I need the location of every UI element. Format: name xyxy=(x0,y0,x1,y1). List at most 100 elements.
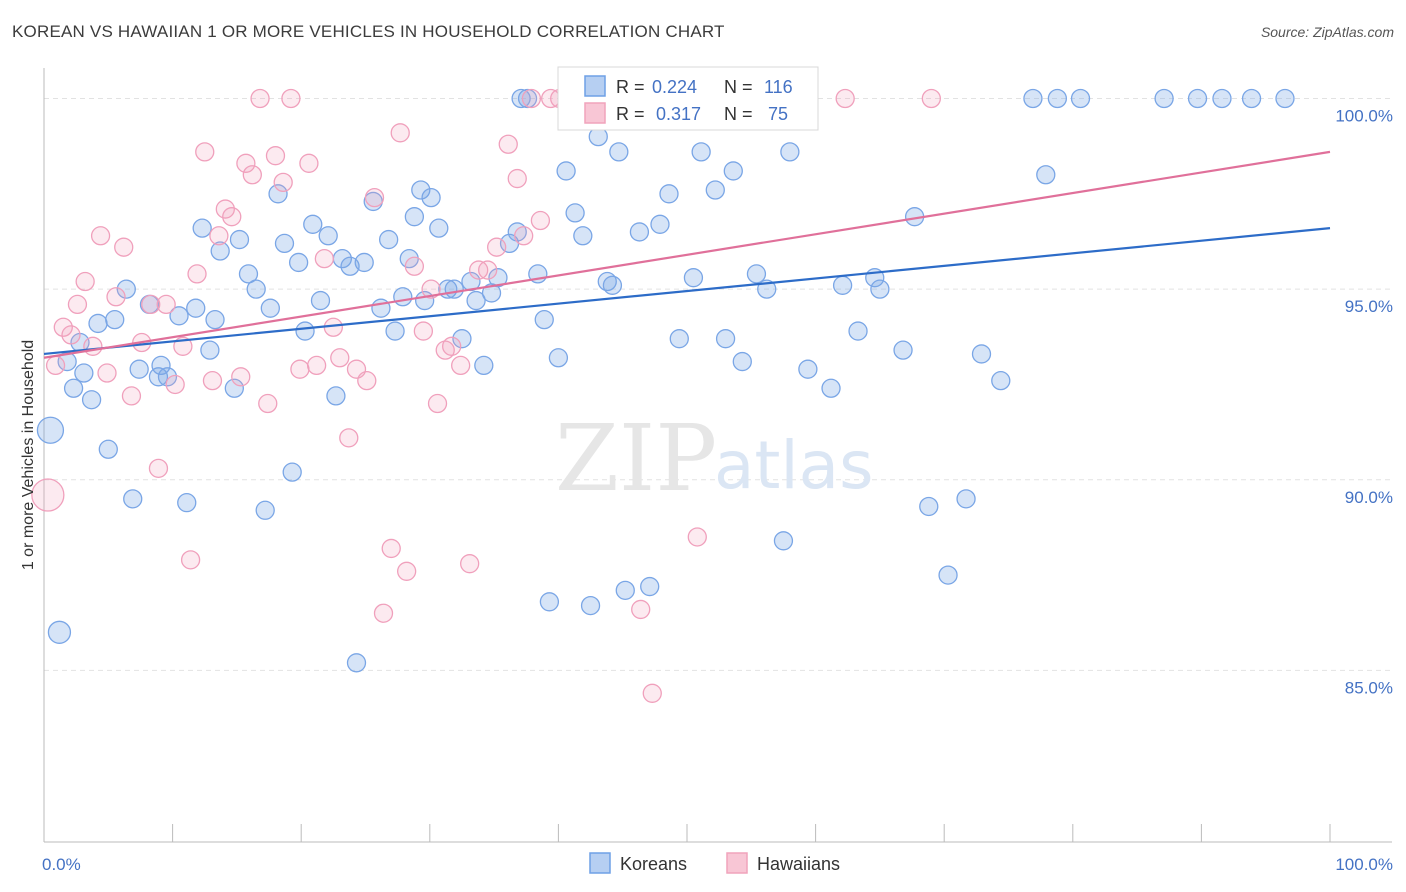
hawaiian-point xyxy=(67,294,88,315)
korean-point xyxy=(565,203,585,223)
x-tick-labels: 0.0% 100.0% xyxy=(42,855,1393,874)
korean-point xyxy=(229,229,250,250)
hawaiians-legend-label: Hawaiians xyxy=(757,854,840,874)
hawaiian-point xyxy=(381,538,401,559)
korean-point xyxy=(715,329,736,349)
korean-point xyxy=(609,142,629,162)
korean-point xyxy=(151,355,171,376)
korean-point xyxy=(81,390,102,410)
hawaiian-point xyxy=(97,363,117,383)
korean-point xyxy=(47,620,72,644)
korean-point xyxy=(288,252,309,273)
hawaiian-point xyxy=(421,279,441,299)
hawaiian-point xyxy=(404,256,425,276)
korean-point xyxy=(556,161,576,181)
hawaiian-point xyxy=(521,88,542,109)
korean-point xyxy=(246,279,266,299)
hawaiian-point xyxy=(364,187,385,208)
korean-points xyxy=(36,88,1295,673)
hawaiian-point xyxy=(427,393,448,414)
korean-point xyxy=(1154,88,1174,109)
hawaiian-point xyxy=(61,325,81,345)
axes xyxy=(43,68,1392,843)
korean-point xyxy=(1047,88,1068,109)
x-tick-label: 100.0% xyxy=(1335,855,1393,874)
hawaiian-point xyxy=(413,321,434,341)
korean-point xyxy=(354,252,374,273)
koreans-swatch xyxy=(589,852,611,874)
y-tick-label: 85.0% xyxy=(1345,678,1393,697)
korean-point xyxy=(629,222,650,242)
korean-point xyxy=(63,378,84,398)
hawaiian-point xyxy=(148,458,169,478)
korean-point xyxy=(192,218,212,238)
hawaiian-point xyxy=(53,317,73,337)
korean-point xyxy=(200,340,220,360)
korean-n-label: N = xyxy=(724,77,753,97)
hawaiian-n-label: N = xyxy=(724,104,753,124)
korean-point xyxy=(129,359,149,379)
korean-point xyxy=(669,329,689,349)
korean-point xyxy=(1070,88,1091,109)
korean-point xyxy=(274,233,295,254)
korean-point xyxy=(393,287,413,307)
hawaiian-point xyxy=(487,237,507,257)
korean-point xyxy=(116,279,136,299)
hawaiian-point xyxy=(31,478,65,512)
hawaiians-swatch xyxy=(726,852,748,874)
korean-point xyxy=(157,367,178,387)
hawaiian-point xyxy=(460,554,480,574)
korean-point xyxy=(421,187,441,208)
korean-point xyxy=(832,275,853,295)
korean-point xyxy=(74,363,94,383)
korean-point xyxy=(773,531,794,551)
korean-point xyxy=(123,489,143,509)
hawaiian-point xyxy=(83,336,103,356)
korean-point xyxy=(318,226,338,246)
trend-lines xyxy=(43,150,1331,359)
hawaiian-point xyxy=(330,348,350,368)
korean-point xyxy=(378,229,399,250)
korean-point xyxy=(98,439,118,459)
korean-point xyxy=(429,218,449,238)
korean-point xyxy=(798,359,818,379)
hawaiian-point xyxy=(514,226,534,246)
korean-point xyxy=(870,279,890,299)
korean-point xyxy=(474,355,494,376)
korean-point xyxy=(919,496,939,517)
korean-point xyxy=(511,88,531,109)
korean-point xyxy=(956,489,976,509)
hawaiian-point xyxy=(236,153,256,173)
korean-point xyxy=(683,268,704,288)
hawaiian-point xyxy=(90,226,111,246)
korean-point xyxy=(404,207,425,227)
korean-point xyxy=(1036,165,1056,185)
x-tick-label: 0.0% xyxy=(42,855,81,874)
korean-point xyxy=(539,592,560,612)
korean-point xyxy=(255,500,275,520)
hawaiian-point xyxy=(209,226,229,246)
korean-point xyxy=(88,313,108,334)
hawaiian-point xyxy=(250,88,270,109)
korean-point xyxy=(210,241,230,261)
korean-trend-line xyxy=(43,227,1331,356)
korean-point xyxy=(268,184,288,204)
hawaiian-point xyxy=(195,142,215,162)
hawaiian-point xyxy=(397,561,417,581)
hawaiian-point xyxy=(156,294,176,315)
korean-point xyxy=(1275,88,1295,109)
hawaiian-legend-swatch xyxy=(584,102,606,124)
korean-point xyxy=(303,214,323,234)
hawaiian-n-value: 75 xyxy=(768,104,788,124)
hawaiian-point xyxy=(357,371,377,391)
y-tick-labels: 85.0% 90.0% 95.0% 100.0% xyxy=(1335,107,1393,698)
hawaiian-r-value: 0.317 xyxy=(656,104,701,124)
korean-point xyxy=(177,493,197,513)
y-tick-label: 95.0% xyxy=(1345,297,1393,316)
korean-point xyxy=(282,462,302,482)
korean-point xyxy=(1187,88,1208,109)
korean-point xyxy=(821,378,841,398)
hawaiian-point xyxy=(835,88,855,109)
korean-point xyxy=(340,256,360,276)
korean-point xyxy=(260,298,280,318)
